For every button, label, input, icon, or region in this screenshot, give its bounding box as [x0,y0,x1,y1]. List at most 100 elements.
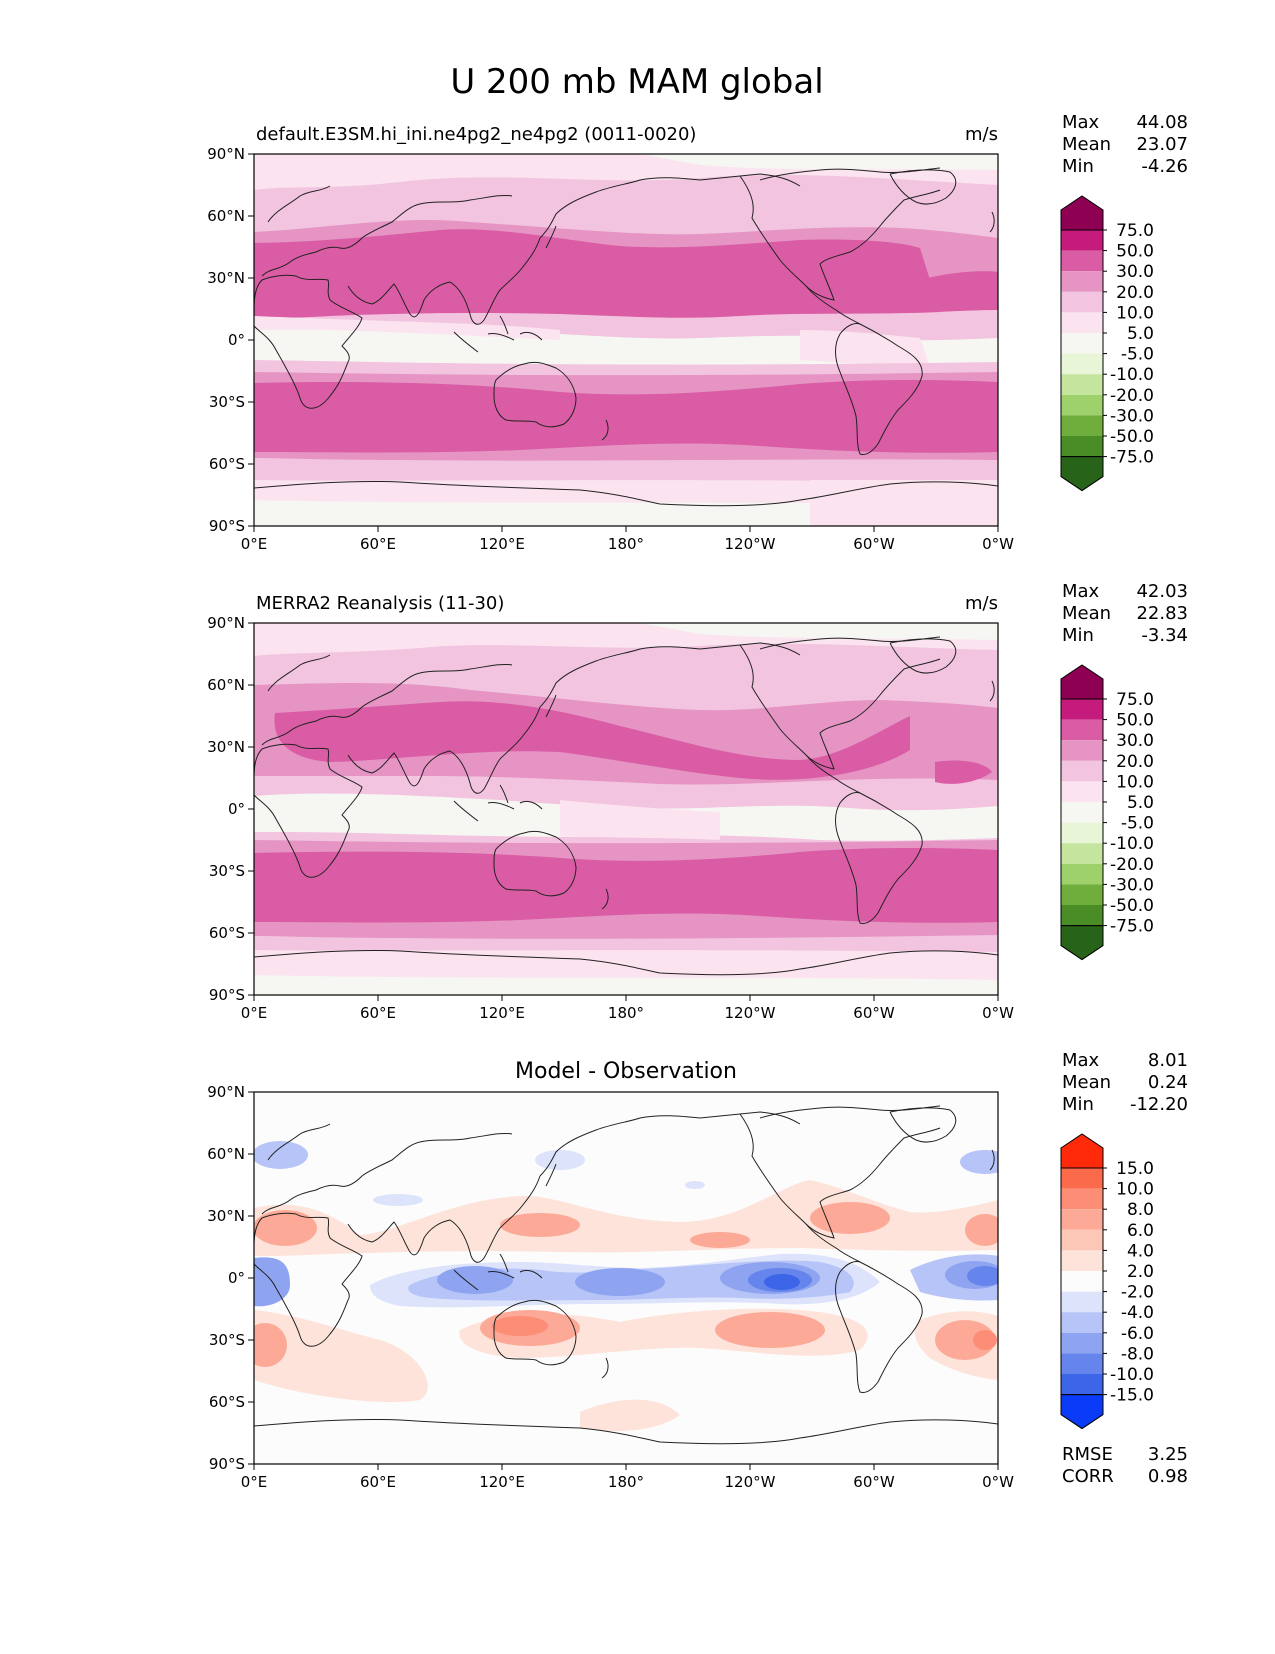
colorbar-label: 20.0 [1116,752,1154,772]
colorbar-extend-top [1060,1133,1104,1169]
colorbar-extend-top [1060,195,1104,231]
colorbar-label: -10.0 [1110,834,1154,854]
lat-tick-label: 30°S [209,393,245,411]
colorbar-label: 50.0 [1116,711,1154,731]
colorbar-segment [1061,1229,1103,1251]
stat-label: RMSE [1062,1444,1113,1465]
stat-label: Max [1062,112,1100,133]
stat-value: 44.08 [1136,112,1188,133]
lon-tick-label: 60°E [360,1004,396,1022]
panel-2-header: MERRA2 Reanalysis (11-30) m/s [256,593,998,614]
lon-tick-label: 0°E [241,535,268,553]
colorbar-label: -2.0 [1121,1283,1154,1303]
panel-1-header: default.E3SM.hi_ini.ne4pg2_ne4pg2 (0011-… [256,124,998,145]
colorbar-label: -50.0 [1110,896,1154,916]
lat-tick-label: 60°N [207,207,245,225]
colorbar-segment [1061,863,1103,885]
colorbar-segment [1061,1168,1103,1189]
colorbar-label: 5.0 [1127,324,1154,344]
lat-tick-label: 30°N [207,1207,245,1225]
colorbar-extend-bottom [1060,456,1104,492]
lon-tick-label: 60°W [853,535,895,553]
stat-label: CORR [1062,1466,1114,1487]
colorbar-segment [1061,1188,1103,1210]
colorbar-segment [1061,1209,1103,1230]
lon-tick-label: 120°E [479,1004,525,1022]
lat-tick-label: 60°S [209,455,245,473]
colorbar-segment [1061,802,1103,823]
lon-tick-label: 180° [608,1004,644,1022]
lat-tick-label: 0° [228,1269,245,1287]
colorbar-label: 8.0 [1127,1200,1154,1220]
stat-label: Min [1062,625,1094,646]
colorbar-label: 75.0 [1116,221,1154,241]
colorbar-label: -10.0 [1110,365,1154,385]
lat-tick-label: 60°N [207,676,245,694]
stat-value: 23.07 [1136,134,1188,155]
lat-tick-label: 30°S [209,862,245,880]
colorbar-label: 2.0 [1127,1262,1154,1282]
lon-tick-label: 180° [608,1473,644,1491]
lon-tick-label: 120°E [479,1473,525,1491]
stat-value: 0.24 [1148,1072,1188,1093]
colorbar-label: -30.0 [1110,406,1154,426]
colorbar-label: 10.0 [1116,1180,1154,1200]
colorbar-label: 15.0 [1116,1159,1154,1179]
stat-value: 22.83 [1136,603,1188,624]
colorbar-segment [1061,905,1103,926]
lat-tick-label: 60°S [209,924,245,942]
lat-tick-label: 90°N [207,1083,245,1101]
lat-tick-label: 90°S [209,1455,245,1473]
colorbar-segment [1061,760,1103,782]
colorbar-label: -30.0 [1110,875,1154,895]
lat-tick-label: 0° [228,800,245,818]
axis-ticks: 90°N 60°N 30°N 0° 30°S 60°S 90°S 0°E 60°E 120°E 18… [207,145,1014,1491]
colorbar-frame [1060,229,1104,458]
colorbar-label: -6.0 [1121,1324,1154,1344]
colorbar-label: -5.0 [1121,345,1154,365]
lat-tick-label: 30°N [207,269,245,287]
stat-value: 0.98 [1148,1466,1188,1487]
panel-1-units: m/s [965,124,998,145]
diff-contour-field [254,1092,998,1464]
colorbar-segment [1061,415,1103,436]
panel-3-title: Model - Observation [515,1059,737,1084]
colorbar-label: 6.0 [1127,1221,1154,1241]
colorbar-extend-top [1060,664,1104,700]
lon-tick-label: 0°E [241,1004,268,1022]
stat-label: Min [1062,1094,1094,1115]
colorbar-label: -20.0 [1110,855,1154,875]
colorbar-label: -75.0 [1110,917,1154,937]
colorbar-segment [1061,230,1103,251]
colorbar-extend-bottom [1060,925,1104,961]
lon-tick-label: 120°W [725,535,776,553]
lat-tick-label: 90°N [207,145,245,163]
panel-obs [253,622,999,996]
colorbar-label: -5.0 [1121,814,1154,834]
stat-label: Min [1062,156,1094,177]
panel-2-units: m/s [965,593,998,614]
colorbar-segment [1061,781,1103,802]
panel-model [253,153,999,527]
colorbar-label: -15.0 [1110,1386,1154,1406]
colorbar-segment [1061,1250,1103,1271]
colorbar-segment [1061,699,1103,720]
lon-tick-label: 120°W [725,1004,776,1022]
colorbar-label: -4.0 [1121,1303,1154,1323]
colorbar-segment [1061,822,1103,844]
colorbar-segment [1061,1374,1103,1395]
colorbar-segment [1061,884,1103,905]
colorbar-label: 10.0 [1116,303,1154,323]
colorbar-segment [1061,740,1103,761]
colorbar-segment [1061,394,1103,416]
lat-tick-label: 60°S [209,1393,245,1411]
lon-tick-label: 0°W [982,1473,1014,1491]
colorbar-segment [1061,353,1103,375]
colorbar-segment [1061,1332,1103,1354]
stat-value: -12.20 [1130,1094,1188,1115]
colorbar-segment [1061,1271,1103,1292]
colorbar-segment [1061,312,1103,333]
lon-tick-label: 120°E [479,535,525,553]
colorbar-label: 5.0 [1127,793,1154,813]
